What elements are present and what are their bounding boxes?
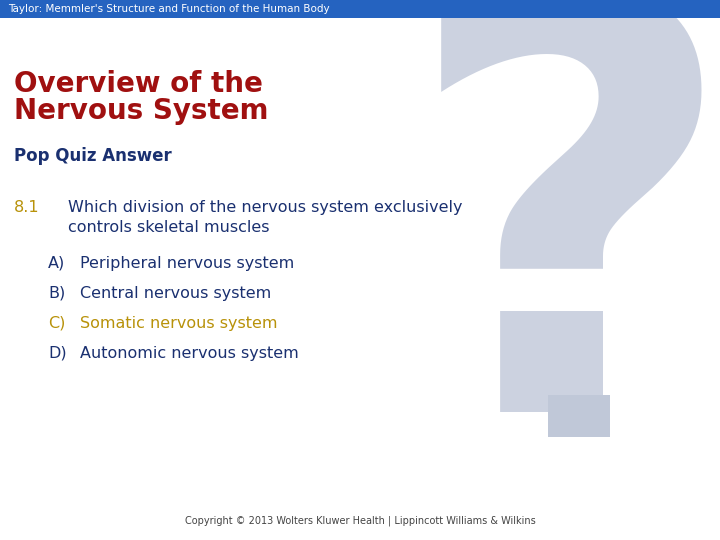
- Text: D): D): [48, 346, 67, 361]
- Text: Central nervous system: Central nervous system: [80, 286, 271, 301]
- Text: Overview of the: Overview of the: [14, 70, 263, 98]
- Text: Copyright © 2013 Wolters Kluwer Health | Lippincott Williams & Wilkins: Copyright © 2013 Wolters Kluwer Health |…: [184, 516, 536, 526]
- Text: Which division of the nervous system exclusively: Which division of the nervous system exc…: [68, 200, 462, 215]
- Bar: [0, 0, 720, 18]
- Bar: [548, 395, 610, 437]
- Text: B): B): [48, 286, 66, 301]
- Text: Somatic nervous system: Somatic nervous system: [80, 316, 277, 331]
- Text: ?: ?: [401, 0, 720, 532]
- Text: controls skeletal muscles: controls skeletal muscles: [68, 220, 269, 235]
- Text: Nervous System: Nervous System: [14, 97, 269, 125]
- Text: C): C): [48, 316, 66, 331]
- Text: Autonomic nervous system: Autonomic nervous system: [80, 346, 299, 361]
- Text: 8.1: 8.1: [14, 200, 40, 215]
- Text: Taylor: Memmler's Structure and Function of the Human Body: Taylor: Memmler's Structure and Function…: [8, 4, 330, 14]
- Text: Pop Quiz Answer: Pop Quiz Answer: [14, 147, 172, 165]
- Text: A): A): [48, 256, 66, 271]
- Text: Peripheral nervous system: Peripheral nervous system: [80, 256, 294, 271]
